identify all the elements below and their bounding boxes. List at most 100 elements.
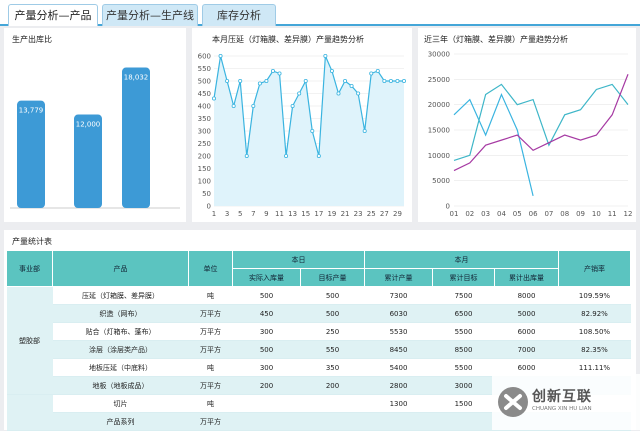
cell-unit: 万平方 <box>188 340 233 359</box>
cell-actual: 450 <box>232 304 301 323</box>
three-year-trend-title: 近三年（灯箱膜、差异膜）产量趋势分析 <box>424 35 568 44</box>
x-tick-label: 04 <box>497 210 506 218</box>
table-row: 贴合（灯箱布、蓬布） 万平方 300 250 5530 5500 6000 10… <box>7 322 631 341</box>
y-tick-label: 350 <box>198 115 211 123</box>
cell-unit: 吨 <box>188 394 233 413</box>
data-point <box>329 69 334 74</box>
watermark-text: 创新互联 <box>532 389 592 405</box>
cell-cum: 7300 <box>364 286 433 305</box>
bar-chart: 13,779 12,000 18,032 <box>10 67 180 209</box>
cell-unit: 吨 <box>188 358 233 377</box>
y-tick-label: 400 <box>198 103 211 111</box>
y-tick-label: 5000 <box>432 177 450 185</box>
cell-target <box>300 412 365 431</box>
cell-cum-target: 6500 <box>432 304 495 323</box>
cell-product: 贴合（灯箱布、蓬布） <box>52 322 189 341</box>
data-point <box>343 79 348 84</box>
x-tick-label: 12 <box>624 210 633 218</box>
cell-cum-target: 7500 <box>432 286 495 305</box>
x-tick-label: 29 <box>393 210 402 218</box>
cell-actual <box>232 412 301 431</box>
tab-bar: 产量分析—产品 产量分析—生产线 库存分析 <box>0 0 640 26</box>
y-tick-label: 50 <box>202 190 211 198</box>
cell-cum-target: 3000 <box>432 376 495 395</box>
data-point <box>297 91 302 96</box>
header-cum-target: 累计目标 <box>432 268 495 287</box>
cell-cum-out: 8000 <box>494 286 559 305</box>
cell-actual: 300 <box>232 358 301 377</box>
cell-unit: 万平方 <box>188 304 233 323</box>
series-line <box>453 74 629 172</box>
series-line <box>453 83 629 161</box>
watermark-logo: 创新互联 CHUANG XIN HU LIAN <box>492 374 640 430</box>
brand-logo-icon <box>498 387 528 417</box>
data-point <box>211 96 216 101</box>
cell-product: 地板（地板成品） <box>52 376 189 395</box>
cell-product: 压延（灯箱膜、差异膜） <box>52 286 189 305</box>
tab-production-line-output[interactable]: 产量分析—生产线 <box>102 4 198 26</box>
three-year-trend-panel: 近三年（灯箱膜、差异膜）产量趋势分析 0 5000 10000 15000 20000 2… <box>418 28 636 222</box>
cell-cum-target: 5500 <box>432 322 495 341</box>
x-tick-label: 08 <box>560 210 569 218</box>
cell-product: 织造（网布） <box>52 304 189 323</box>
bar-data-label: 12,000 <box>76 121 101 129</box>
bar <box>122 67 150 208</box>
header-rate: 产销率 <box>558 250 631 287</box>
output-table-title: 产量统计表 <box>12 237 52 246</box>
cell-actual: 500 <box>232 340 301 359</box>
y-tick-label: 100 <box>198 178 211 186</box>
cell-actual: 200 <box>232 376 301 395</box>
data-point <box>218 53 223 58</box>
cell-cum: 5400 <box>364 358 433 377</box>
x-tick-label: 21 <box>341 210 350 218</box>
table-row: 织造（网布） 万平方 450 500 6030 6500 5000 82.92% <box>7 304 631 323</box>
y-tick-label: 550 <box>198 65 211 73</box>
header-actual-in: 实际入库量 <box>232 268 301 287</box>
data-point <box>270 69 275 74</box>
series-line <box>453 92 534 197</box>
header-month: 本月 <box>364 250 559 269</box>
cell-cum: 1300 <box>364 394 433 413</box>
header-unit: 单位 <box>188 250 233 287</box>
cell-cum: 2800 <box>364 376 433 395</box>
data-point <box>356 91 361 96</box>
cell-target <box>300 394 365 413</box>
y-tick-label: 30000 <box>428 51 450 59</box>
cell-target: 550 <box>300 340 365 359</box>
data-point <box>323 53 328 58</box>
tab-inventory-analysis[interactable]: 库存分析 <box>202 4 276 26</box>
data-point <box>310 129 315 134</box>
cell-unit: 万平方 <box>188 322 233 341</box>
area-fill <box>214 56 404 206</box>
cell-product: 地板压延（中底料） <box>52 358 189 377</box>
x-tick-label: 11 <box>608 210 617 218</box>
header-today: 本日 <box>232 250 365 269</box>
three-year-trend-chart: 0 5000 10000 15000 20000 25000 30000 01 02 03 04 05… <box>428 51 633 219</box>
cell-unit: 万平方 <box>188 376 233 395</box>
tab-product-output[interactable]: 产量分析—产品 <box>8 4 98 26</box>
y-tick-label: 15000 <box>428 127 450 135</box>
cell-cum <box>364 412 433 431</box>
y-tick-label: 450 <box>198 90 211 98</box>
x-tick-label: 03 <box>481 210 490 218</box>
x-tick-label: 19 <box>327 210 336 218</box>
data-point <box>395 79 400 84</box>
x-tick-label: 01 <box>450 210 459 218</box>
cell-actual: 300 <box>232 322 301 341</box>
cell-target: 350 <box>300 358 365 377</box>
data-point <box>362 129 367 134</box>
x-tick-label: 27 <box>380 210 389 218</box>
x-tick-label: 9 <box>264 210 268 218</box>
bar-data-label: 13,779 <box>19 107 44 115</box>
data-point <box>369 71 374 76</box>
table-row: 涂层（涂层类产品） 万平方 500 550 8450 8500 7000 82.… <box>7 340 631 359</box>
header-cum-output: 累计产量 <box>364 268 433 287</box>
cell-target: 250 <box>300 322 365 341</box>
x-tick-label: 05 <box>513 210 522 218</box>
data-point <box>382 79 387 84</box>
cell-product: 涂层（涂层类产品） <box>52 340 189 359</box>
data-point <box>238 79 243 84</box>
y-tick-label: 0 <box>207 203 211 211</box>
header-product: 产品 <box>52 250 189 287</box>
bar <box>17 100 45 208</box>
